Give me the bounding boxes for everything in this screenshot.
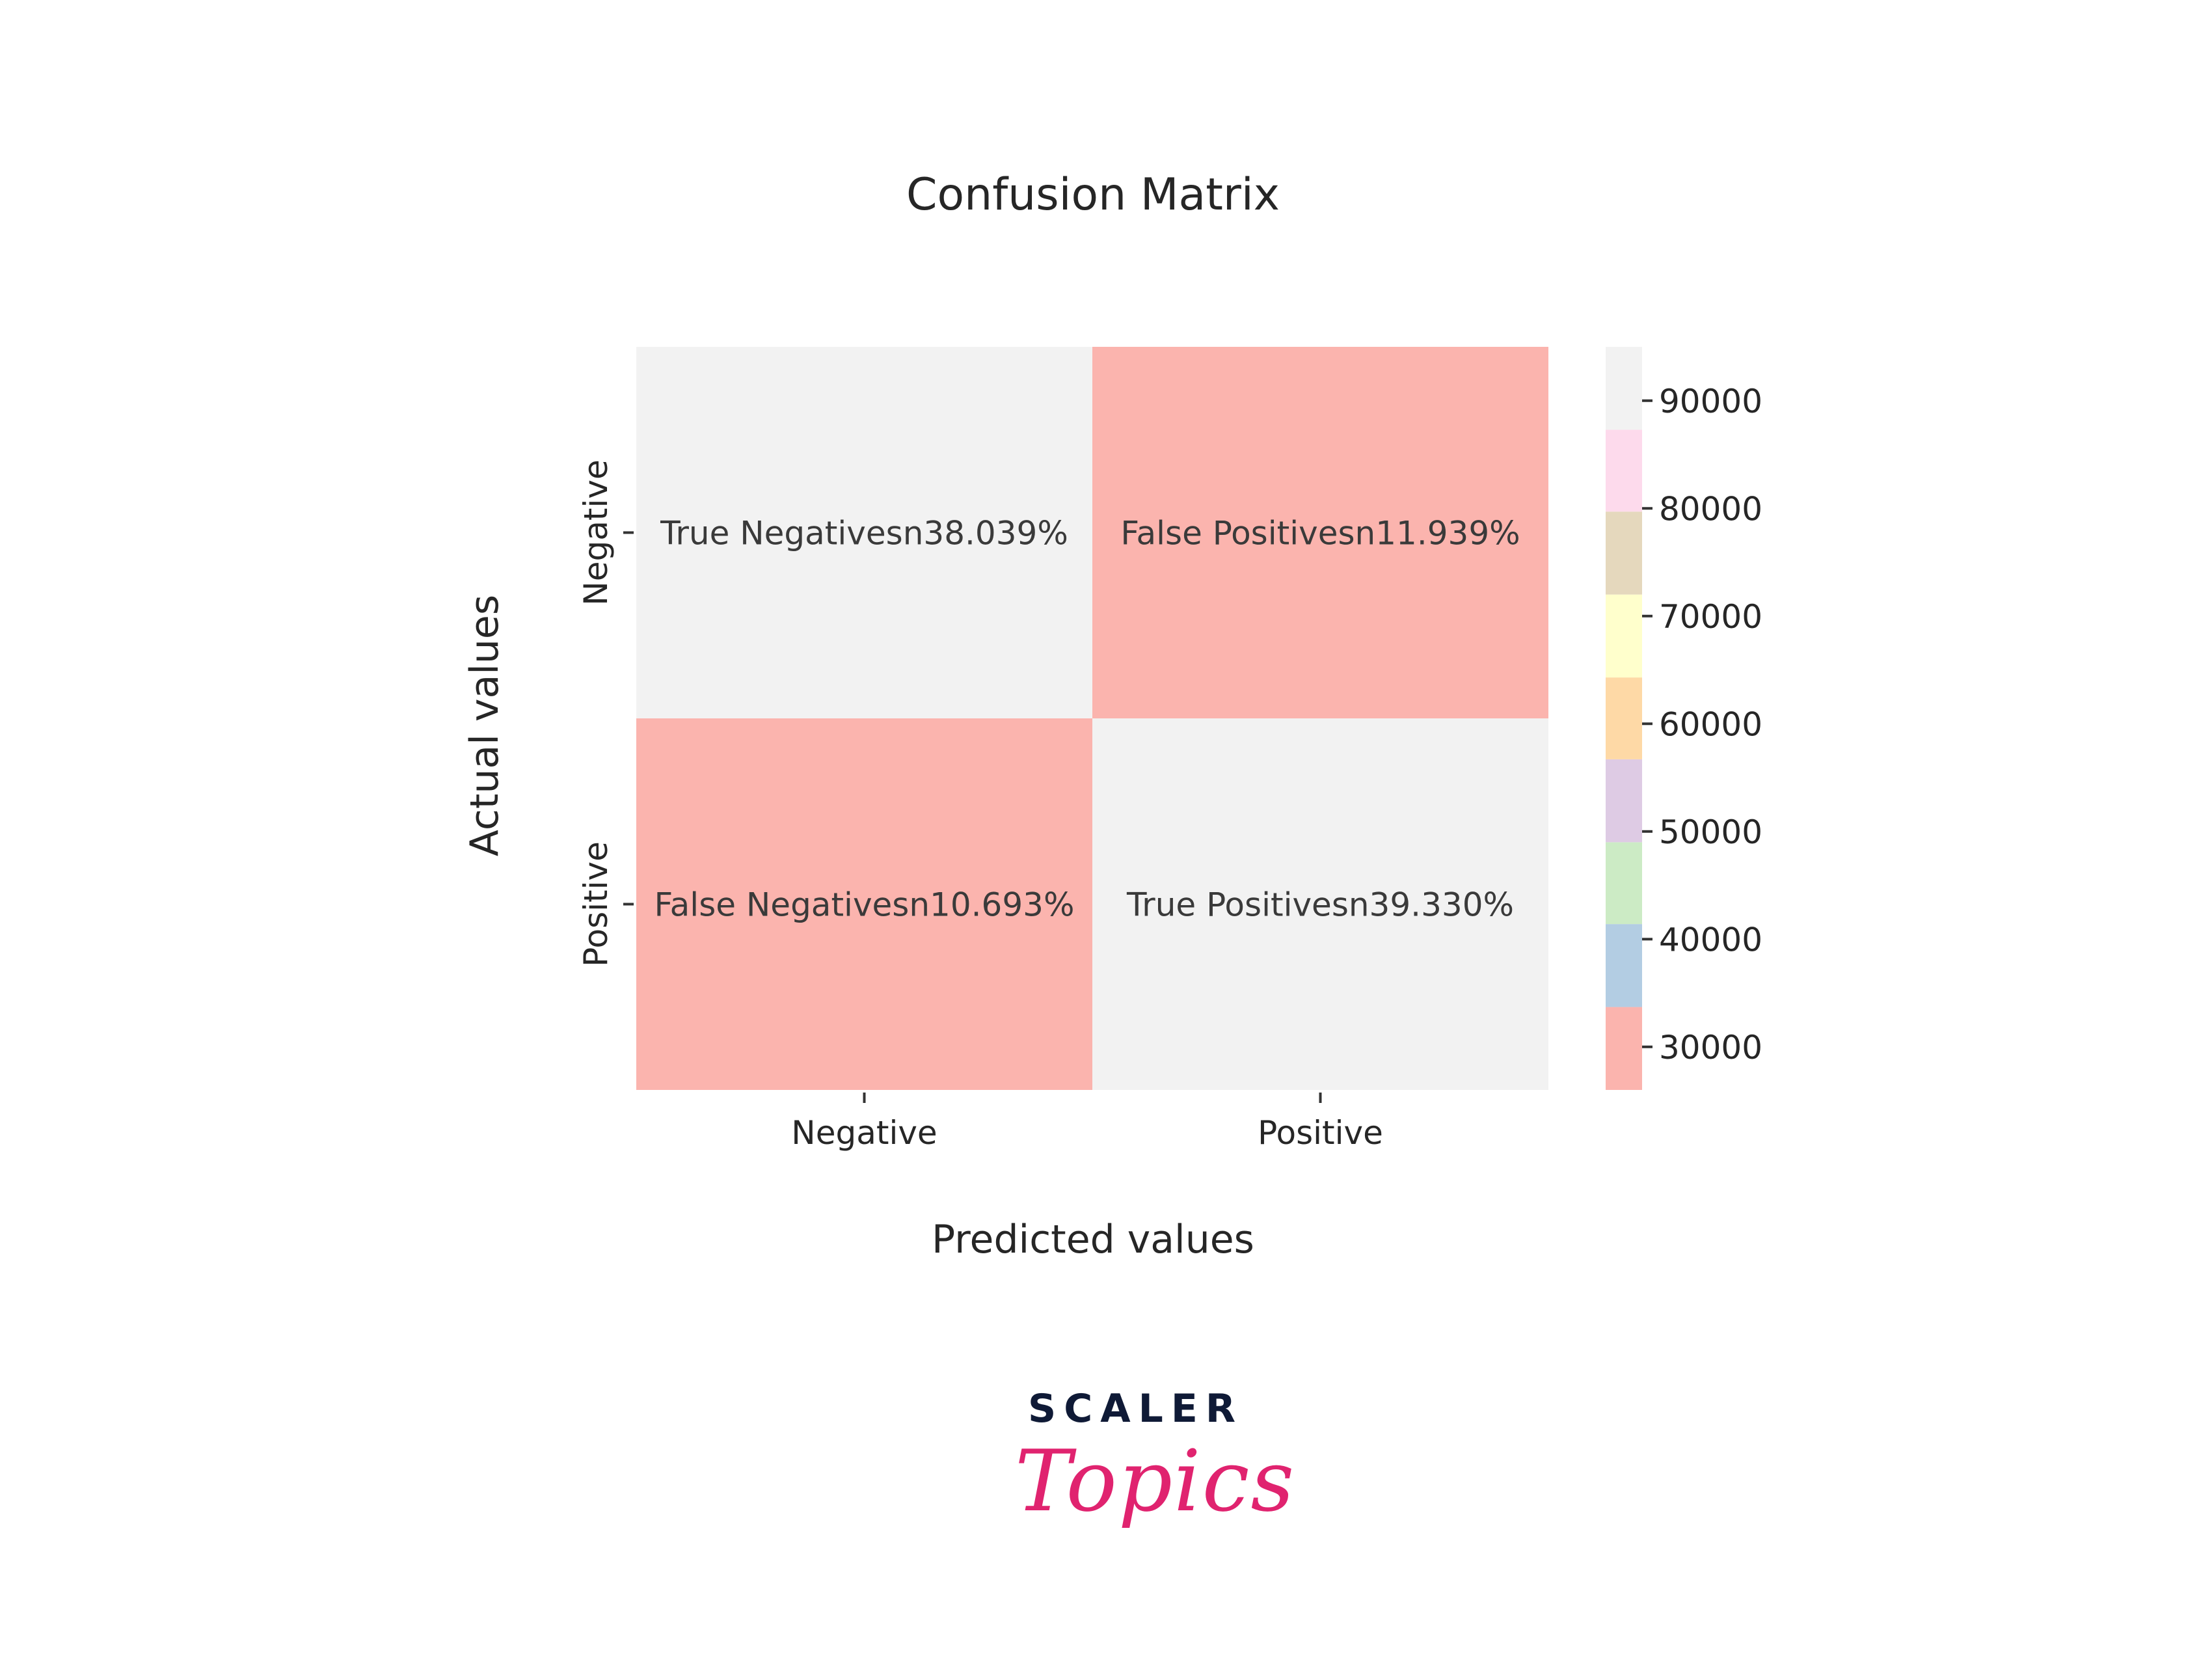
- colorbar-segment: [1606, 429, 1642, 512]
- x-tick-label: Negative: [791, 1114, 937, 1152]
- colorbar-tick-label: 70000: [1659, 598, 1762, 636]
- brand-sub: Topics: [1015, 1432, 1296, 1530]
- colorbar-segment: [1606, 924, 1642, 1007]
- cell-annotation: False Positivesn11.939%: [1120, 515, 1520, 552]
- heatmap-cell-labels: True Negativesn38.039% False Positivesn11…: [654, 515, 1520, 924]
- x-axis: Negative Positive: [791, 1093, 1383, 1152]
- y-tick-label: Negative: [577, 459, 615, 605]
- heatmap-cell: [1092, 347, 1548, 718]
- colorbar-segment: [1606, 511, 1642, 595]
- heatmap-cell: [636, 347, 1092, 718]
- colorbar-tick-label: 90000: [1659, 383, 1762, 420]
- colorbar-tick-label: 50000: [1659, 813, 1762, 851]
- colorbar-segment: [1606, 1007, 1642, 1090]
- cell-annotation: True Negativesn38.039%: [660, 515, 1068, 552]
- scaler-topics-logo: SCALER Topics: [1015, 1386, 1294, 1568]
- colorbar-tick-label: 40000: [1659, 921, 1762, 958]
- x-tick-label: Positive: [1258, 1114, 1383, 1152]
- colorbar-segment: [1606, 677, 1642, 759]
- colorbar-tick-label: 60000: [1659, 705, 1762, 743]
- colorbar-segment: [1606, 347, 1642, 430]
- heatmap-cell: [636, 718, 1092, 1090]
- colorbar: 30000 40000 50000 60000 70000 80000 90000: [1606, 347, 1762, 1090]
- brand-name: SCALER: [1028, 1386, 1244, 1432]
- colorbar-segment: [1606, 842, 1642, 925]
- cell-annotation: False Negativesn10.693%: [654, 886, 1075, 924]
- chart-title: Confusion Matrix: [906, 169, 1280, 221]
- x-axis-label: Predicted values: [932, 1217, 1254, 1262]
- colorbar-segment: [1606, 759, 1642, 843]
- colorbar-tick-label: 80000: [1659, 490, 1762, 528]
- y-axis-label: Actual values: [462, 595, 507, 856]
- heatmap-cells: [636, 347, 1548, 1090]
- y-axis: Negative Positive: [577, 459, 634, 967]
- cell-annotation: True Positivesn39.330%: [1126, 886, 1514, 924]
- colorbar-tick-label: 30000: [1659, 1029, 1762, 1067]
- y-tick-label: Positive: [577, 841, 615, 967]
- colorbar-segment: [1606, 594, 1642, 678]
- heatmap-cell: [1092, 718, 1548, 1090]
